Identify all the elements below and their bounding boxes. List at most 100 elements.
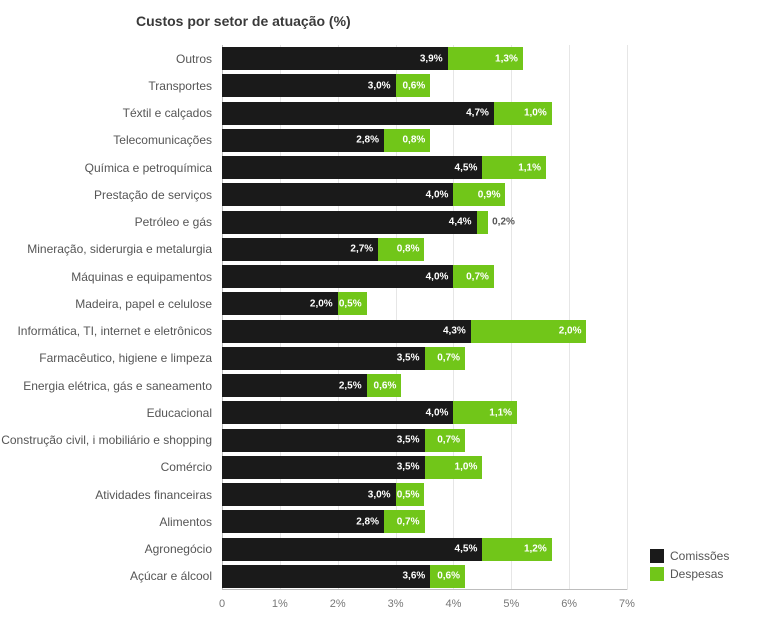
bar-label-comissoes: 2,8% [356,135,379,146]
bar-comissoes: 4,7% [222,102,494,125]
bar-label-comissoes: 4,0% [426,407,449,418]
bar-despesas: 2,0% [471,320,587,343]
bar-comissoes: 3,6% [222,565,430,588]
category-label: Energia elétrica, gás e saneamento [23,379,222,393]
plot-area: 01%2%3%4%5%6%7%Outros3,9%1,3%Transportes… [222,45,627,590]
bar-comissoes: 3,0% [222,483,396,506]
legend-swatch [650,549,664,563]
bar-comissoes: 4,5% [222,538,482,561]
bar-label-comissoes: 2,5% [339,380,362,391]
category-label: Comércio [161,460,222,474]
bar-label-despesas: 0,5% [397,489,420,500]
bar-comissoes: 4,3% [222,320,471,343]
bar-despesas: 0,6% [396,74,431,97]
bar-label-comissoes: 2,7% [350,244,373,255]
chart-row: Educacional4,0%1,1% [222,399,627,426]
category-label: Agronegócio [145,542,222,556]
legend-item-comissoes: Comissões [650,549,729,563]
bar-label-despesas: 0,6% [437,571,460,582]
bar-label-despesas: 0,2% [492,217,515,228]
bar-label-despesas: 0,9% [478,189,501,200]
bar-despesas: 1,2% [482,538,551,561]
bar-label-despesas: 1,0% [524,108,547,119]
bar-despesas: 0,7% [453,265,494,288]
bar-despesas: 0,6% [430,565,465,588]
x-tick-label: 1% [272,598,288,610]
bar-despesas: 1,0% [494,102,552,125]
bar-label-comissoes: 3,5% [397,353,420,364]
legend-swatch [650,567,664,581]
bar-label-despesas: 1,2% [524,544,547,555]
category-label: Educacional [147,406,222,420]
bar-label-despesas: 0,7% [466,271,489,282]
gridline [627,45,628,590]
bar-label-despesas: 0,8% [402,135,425,146]
legend-label: Comissões [670,549,729,563]
bar-despesas: 1,0% [425,456,483,479]
bar-despesas: 0,7% [384,510,425,533]
bar-label-despesas: 0,6% [402,80,425,91]
bar-comissoes: 4,0% [222,183,453,206]
bar-comissoes: 4,4% [222,211,477,234]
category-label: Construção civil, i mobiliário e shoppin… [1,433,222,447]
chart-row: Prestação de serviços4,0%0,9% [222,181,627,208]
chart-row: Energia elétrica, gás e saneamento2,5%0,… [222,372,627,399]
chart-row: Atividades financeiras3,0%0,5% [222,481,627,508]
bar-despesas: 1,1% [482,156,546,179]
bar-label-comissoes: 4,3% [443,326,466,337]
chart-title: Custos por setor de atuação (%) [136,13,351,29]
bar-label-despesas: 0,5% [339,298,362,309]
bar-comissoes: 4,0% [222,265,453,288]
category-label: Açúcar e álcool [130,569,222,583]
bar-comissoes: 2,5% [222,374,367,397]
x-tick-label: 2% [330,598,346,610]
bar-label-comissoes: 2,8% [356,516,379,527]
bar-label-despesas: 0,6% [374,380,397,391]
bar-label-comissoes: 4,0% [426,271,449,282]
chart-row: Madeira, papel e celulose2,0%0,5% [222,290,627,317]
category-label: Informática, TI, internet e eletrônicos [17,324,222,338]
bar-label-comissoes: 3,6% [402,571,425,582]
bar-despesas: 0,5% [338,292,367,315]
bar-despesas: 0,6% [367,374,402,397]
category-label: Prestação de serviços [94,188,222,202]
bar-label-despesas: 1,3% [495,53,518,64]
legend-label: Despesas [670,567,723,581]
bar-comissoes: 2,0% [222,292,338,315]
category-label: Téxtil e calçados [123,106,222,120]
bar-label-despesas: 2,0% [559,326,582,337]
chart-row: Açúcar e álcool3,6%0,6% [222,563,627,590]
chart-row: Comércio3,5%1,0% [222,454,627,481]
bar-label-comissoes: 3,0% [368,80,391,91]
chart-row: Transportes3,0%0,6% [222,72,627,99]
category-label: Madeira, papel e celulose [75,297,222,311]
bar-label-comissoes: 3,5% [397,462,420,473]
chart-row: Alimentos2,8%0,7% [222,508,627,535]
category-label: Farmacêutico, higiene e limpeza [39,351,222,365]
chart-row: Agronegócio4,5%1,2% [222,536,627,563]
category-label: Petróleo e gás [135,215,222,229]
bar-comissoes: 4,5% [222,156,482,179]
chart-row: Outros3,9%1,3% [222,45,627,72]
chart-row: Mineração, siderurgia e metalurgia2,7%0,… [222,236,627,263]
chart-container: Custos por setor de atuação (%) 01%2%3%4… [0,0,772,630]
bar-label-comissoes: 3,5% [397,435,420,446]
bar-label-despesas: 0,7% [437,353,460,364]
x-tick-label: 0 [219,598,225,610]
x-tick-label: 3% [388,598,404,610]
bar-comissoes: 3,5% [222,347,425,370]
chart-row: Petróleo e gás4,4%0,2% [222,209,627,236]
category-label: Atividades financeiras [95,488,222,502]
category-label: Química e petroquímica [85,161,222,175]
category-label: Alimentos [159,515,222,529]
bar-label-despesas: 0,8% [397,244,420,255]
bar-despesas: 0,7% [425,347,466,370]
bar-despesas: 1,1% [453,401,517,424]
legend: Comissões Despesas [650,545,729,585]
bar-comissoes: 2,8% [222,129,384,152]
chart-row: Construção civil, i mobiliário e shoppin… [222,427,627,454]
bar-despesas: 0,5% [396,483,425,506]
bar-comissoes: 2,8% [222,510,384,533]
bar-despesas: 0,8% [378,238,424,261]
bar-despesas: 0,8% [384,129,430,152]
